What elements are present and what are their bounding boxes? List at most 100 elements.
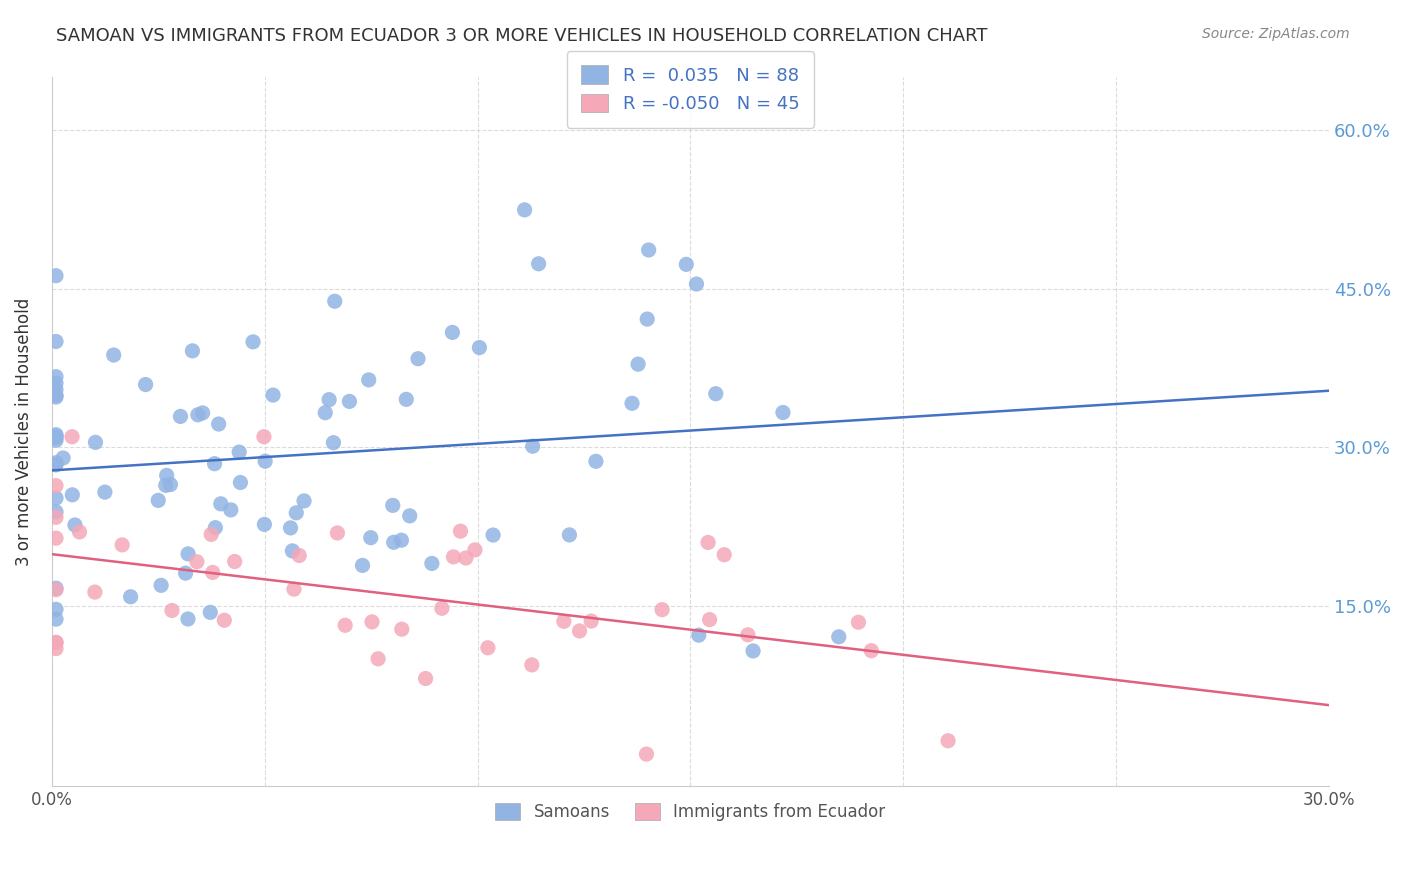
Point xyxy=(45,602,67,616)
Point xyxy=(398,508,420,523)
Point xyxy=(688,628,710,642)
Point xyxy=(148,493,170,508)
Point xyxy=(367,652,389,666)
Point xyxy=(326,526,349,541)
Point xyxy=(228,445,250,459)
Point xyxy=(111,538,134,552)
Point xyxy=(120,590,142,604)
Y-axis label: 3 or more Vehicles in Household: 3 or more Vehicles in Household xyxy=(15,298,32,566)
Point xyxy=(352,558,374,573)
Point xyxy=(45,458,67,472)
Point xyxy=(254,454,277,468)
Point xyxy=(174,566,197,581)
Point xyxy=(135,377,157,392)
Point xyxy=(415,672,437,686)
Point xyxy=(242,334,264,349)
Point xyxy=(441,326,464,340)
Legend: Samoans, Immigrants from Ecuador: Samoans, Immigrants from Ecuador xyxy=(482,789,898,834)
Point xyxy=(224,554,246,568)
Point xyxy=(621,396,644,410)
Point xyxy=(522,439,544,453)
Point xyxy=(209,497,232,511)
Point xyxy=(201,566,224,580)
Point xyxy=(45,430,67,444)
Point xyxy=(553,615,575,629)
Point xyxy=(204,457,226,471)
Point xyxy=(177,547,200,561)
Point xyxy=(468,341,491,355)
Point xyxy=(52,450,75,465)
Point xyxy=(636,312,658,326)
Point xyxy=(450,524,472,538)
Point xyxy=(253,430,276,444)
Point xyxy=(699,613,721,627)
Point xyxy=(361,615,384,629)
Point xyxy=(45,582,67,597)
Point xyxy=(651,602,673,616)
Text: Source: ZipAtlas.com: Source: ZipAtlas.com xyxy=(1202,27,1350,41)
Point xyxy=(45,612,67,626)
Point xyxy=(292,494,315,508)
Point xyxy=(60,430,83,444)
Point xyxy=(262,388,284,402)
Point xyxy=(357,373,380,387)
Point xyxy=(685,277,707,291)
Point xyxy=(187,408,209,422)
Point xyxy=(360,531,382,545)
Point xyxy=(45,581,67,595)
Point xyxy=(322,435,344,450)
Point xyxy=(253,517,276,532)
Point xyxy=(191,406,214,420)
Point xyxy=(627,357,650,371)
Point xyxy=(45,635,67,649)
Point xyxy=(208,417,231,431)
Point xyxy=(84,435,107,450)
Point xyxy=(288,549,311,563)
Point xyxy=(527,257,550,271)
Point xyxy=(45,434,67,448)
Point xyxy=(45,636,67,650)
Point xyxy=(63,518,86,533)
Point xyxy=(520,657,543,672)
Point xyxy=(742,644,765,658)
Point xyxy=(585,454,607,468)
Point xyxy=(391,622,413,636)
Point xyxy=(848,615,870,630)
Point xyxy=(382,535,405,549)
Point xyxy=(45,531,67,545)
Point xyxy=(281,544,304,558)
Point xyxy=(464,542,486,557)
Point xyxy=(420,557,443,571)
Point xyxy=(204,521,226,535)
Point xyxy=(155,478,177,492)
Point xyxy=(443,549,465,564)
Point xyxy=(860,643,883,657)
Point xyxy=(45,388,67,402)
Point xyxy=(454,551,477,566)
Point xyxy=(200,605,222,619)
Point xyxy=(45,390,67,404)
Point xyxy=(45,427,67,442)
Point xyxy=(389,533,412,548)
Point xyxy=(513,202,536,217)
Point xyxy=(737,628,759,642)
Point xyxy=(160,603,183,617)
Point xyxy=(558,528,581,542)
Point xyxy=(318,392,340,407)
Point xyxy=(45,456,67,470)
Point xyxy=(482,528,505,542)
Point xyxy=(772,405,794,419)
Point xyxy=(83,585,105,599)
Point xyxy=(579,614,602,628)
Point xyxy=(477,640,499,655)
Point xyxy=(314,406,336,420)
Point xyxy=(45,369,67,384)
Point xyxy=(568,624,591,638)
Point xyxy=(339,394,361,409)
Point xyxy=(45,376,67,391)
Point xyxy=(181,343,204,358)
Point xyxy=(45,491,67,505)
Point xyxy=(186,555,208,569)
Point xyxy=(704,386,727,401)
Point xyxy=(283,582,305,596)
